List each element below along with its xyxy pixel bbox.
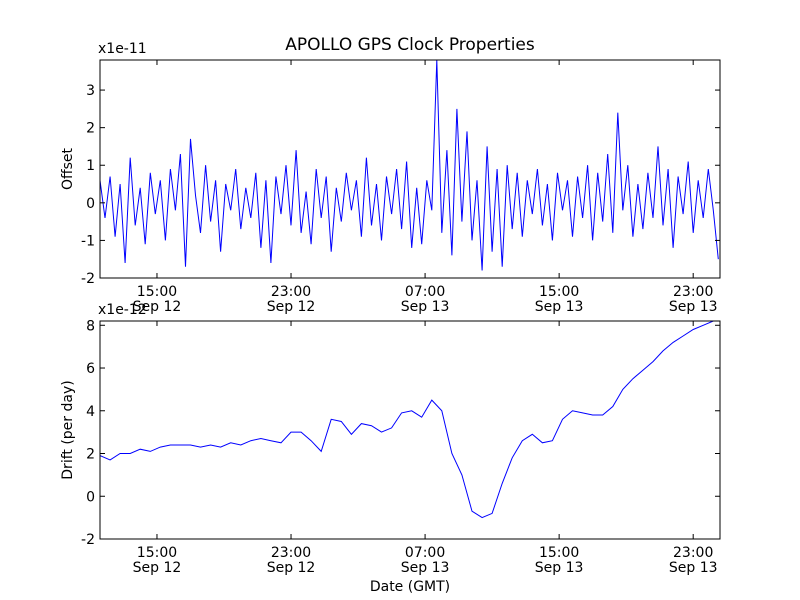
y-axis-label: Offset xyxy=(60,147,76,190)
series-line-1 xyxy=(100,321,720,519)
x-tick-label-time: 23:00 xyxy=(673,545,713,561)
y-tick-label: 2 xyxy=(86,447,95,463)
x-tick-label-date: Sep 12 xyxy=(133,560,182,576)
y-axis-multiplier: x1e-12 xyxy=(98,302,147,318)
x-tick-label-date: Sep 13 xyxy=(401,299,450,315)
x-tick-label-time: 23:00 xyxy=(271,545,311,561)
x-tick-label-date: Sep 12 xyxy=(267,299,316,315)
y-tick-label: 3 xyxy=(86,83,95,99)
x-tick-label-date: Sep 13 xyxy=(535,299,584,315)
x-tick-label-time: 15:00 xyxy=(539,284,579,300)
x-tick-label-time: 23:00 xyxy=(673,284,713,300)
y-tick-label: 0 xyxy=(86,196,95,212)
x-axis-label: Date (GMT) xyxy=(370,579,450,595)
x-tick-label-time: 23:00 xyxy=(271,284,311,300)
y-tick-label: 4 xyxy=(86,404,95,420)
x-tick-label-date: Sep 12 xyxy=(267,560,316,576)
plot-frame xyxy=(99,320,721,540)
y-tick-label: 0 xyxy=(86,489,95,505)
y-axis-multiplier: x1e-11 xyxy=(98,41,147,57)
y-tick-label: 1 xyxy=(86,158,95,174)
y-tick-label: -1 xyxy=(81,233,95,249)
y-tick-label: 8 xyxy=(86,318,95,334)
plot-frame xyxy=(99,59,721,279)
x-tick-label-date: Sep 13 xyxy=(669,299,718,315)
x-tick-label-time: 07:00 xyxy=(405,545,445,561)
y-axis-label: Drift (per day) xyxy=(60,380,76,479)
series-line-1 xyxy=(100,60,719,271)
x-tick-label-date: Sep 13 xyxy=(669,560,718,576)
x-tick-label-time: 15:00 xyxy=(137,284,177,300)
x-tick-label-time: 15:00 xyxy=(539,545,579,561)
chart-title: APOLLO GPS Clock Properties xyxy=(285,35,535,55)
y-tick-label: -2 xyxy=(81,532,95,548)
y-tick-label: 6 xyxy=(86,361,95,377)
x-tick-label-time: 15:00 xyxy=(137,545,177,561)
y-tick-label: 2 xyxy=(86,121,95,137)
x-tick-label-date: Sep 12 xyxy=(133,299,182,315)
y-tick-label: -2 xyxy=(81,271,95,287)
x-tick-label-date: Sep 13 xyxy=(535,560,584,576)
x-tick-label-time: 07:00 xyxy=(405,284,445,300)
x-tick-label-date: Sep 13 xyxy=(401,560,450,576)
